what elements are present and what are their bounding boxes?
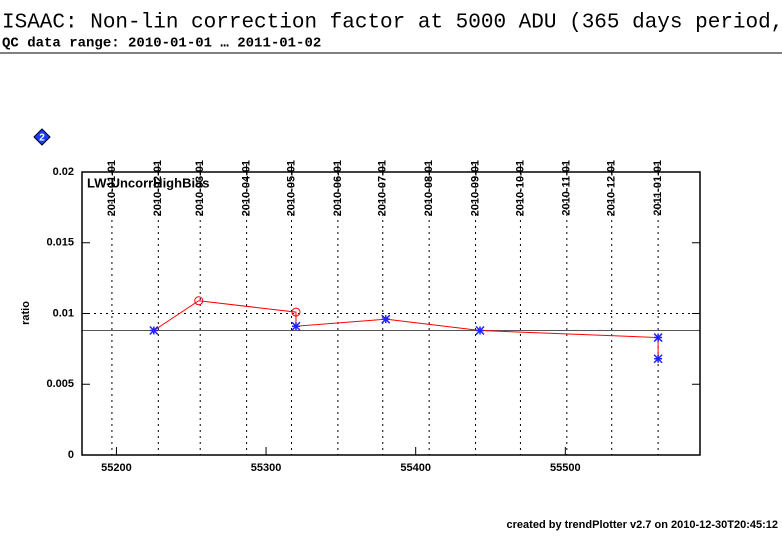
legend-label: LW-UncorrHighBias xyxy=(87,175,210,190)
x-tick-label: 55300 xyxy=(251,462,282,474)
top-tick-label: 2010-08-01 xyxy=(423,160,435,216)
plot-frame xyxy=(81,171,701,456)
point-star xyxy=(381,314,391,324)
point-star xyxy=(653,333,663,343)
y-tick-label: 0.015 xyxy=(46,237,74,249)
y-tick-label: 0.02 xyxy=(53,166,74,178)
footer: created by trendPlotter v2.7 on 2010-12-… xyxy=(507,519,778,531)
chart-title: ISAAC: Non-lin correction factor at 5000… xyxy=(2,12,782,35)
top-tick-label: 2010-02-01 xyxy=(152,160,164,216)
top-tick-label: 2010-06-01 xyxy=(332,160,344,216)
top-tick-label: 2010-10-01 xyxy=(514,160,526,216)
x-tick-label: 55200 xyxy=(101,462,132,474)
top-tick-label: 2010-03-01 xyxy=(194,160,206,216)
point-star xyxy=(149,325,159,336)
top-tick-label: 2010-01-01 xyxy=(106,160,118,216)
series-line xyxy=(153,300,659,359)
y-axis-label: ratio xyxy=(20,301,32,325)
badge-icon xyxy=(33,128,51,146)
point-star xyxy=(291,321,301,331)
top-tick-label: 2010-07-01 xyxy=(377,160,389,216)
x-tick-label: 55400 xyxy=(400,462,431,474)
top-tick-label: 2010-12-01 xyxy=(606,160,618,216)
y-tick-label: 0.01 xyxy=(53,307,74,319)
chart-subtitle: QC data range: 2010-01-01 … 2011-01-02 xyxy=(2,36,321,52)
point-star xyxy=(475,325,485,336)
x-tick-label: 55500 xyxy=(550,462,581,474)
top-tick-label: 2010-09-01 xyxy=(469,160,481,216)
point-circle xyxy=(194,296,204,306)
top-tick-label: 2010-05-01 xyxy=(285,160,297,216)
top-tick-label: 2010-11-01 xyxy=(561,160,573,216)
top-tick-label: 2011-01-01 xyxy=(652,160,664,216)
point-circle xyxy=(291,307,301,317)
y-tick-label: 0.005 xyxy=(46,378,74,390)
badge-text: 2 xyxy=(39,133,45,144)
point-star xyxy=(653,354,663,364)
top-tick-label: 2010-04-01 xyxy=(241,160,253,216)
y-tick-label: 0 xyxy=(68,449,74,461)
